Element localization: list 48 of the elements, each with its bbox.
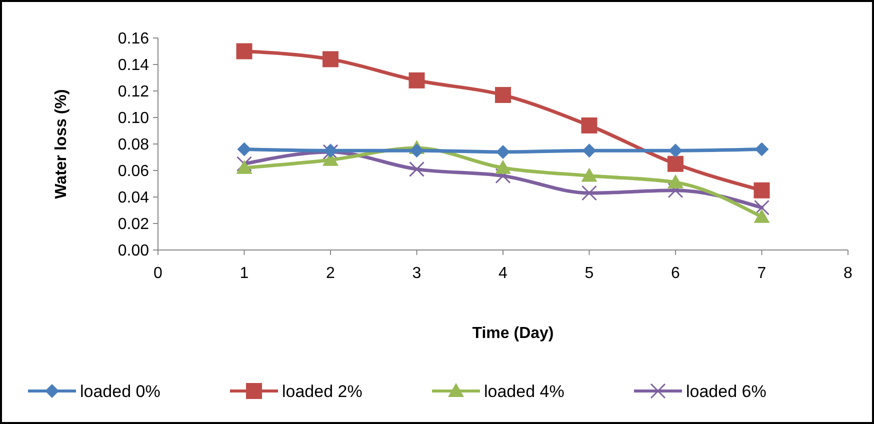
x-tick-label: 8 bbox=[844, 265, 853, 282]
x-tick-label: 2 bbox=[326, 265, 336, 282]
point bbox=[668, 144, 682, 158]
x-tick-label: 5 bbox=[584, 265, 594, 282]
x-tick-label: 0 bbox=[154, 265, 163, 282]
x-tick-label: 3 bbox=[412, 265, 422, 282]
point bbox=[409, 161, 424, 177]
legend-label: loaded 2% bbox=[282, 382, 362, 401]
point bbox=[754, 182, 770, 198]
point bbox=[410, 144, 424, 158]
point bbox=[495, 86, 511, 103]
y-tick-label: 0.02 bbox=[118, 216, 150, 234]
point bbox=[236, 156, 252, 172]
point bbox=[496, 144, 510, 159]
point bbox=[754, 200, 770, 216]
y-tick-label: 0.00 bbox=[118, 242, 150, 260]
y-tick-label: 0.12 bbox=[118, 84, 150, 101]
x-tick-label: 6 bbox=[671, 265, 680, 282]
y-tick-label: 0.04 bbox=[118, 190, 150, 207]
point bbox=[236, 160, 252, 174]
x-axis-title: Time (Day) bbox=[472, 325, 554, 342]
point bbox=[495, 168, 511, 184]
point bbox=[581, 117, 598, 134]
y-tick-label: 0.16 bbox=[118, 30, 150, 48]
x-tick-label: 7 bbox=[757, 265, 766, 282]
point bbox=[668, 156, 684, 172]
point bbox=[582, 185, 597, 201]
point bbox=[754, 208, 770, 223]
legend-label: loaded 6% bbox=[686, 382, 766, 401]
x-tick-label: 4 bbox=[498, 265, 508, 282]
y-tick-label: 0.08 bbox=[118, 136, 150, 154]
y-tick-label: 0.06 bbox=[118, 163, 150, 180]
point bbox=[237, 142, 252, 156]
y-tick-label: 0.10 bbox=[118, 110, 150, 128]
x-tick-label: 1 bbox=[240, 265, 249, 282]
point bbox=[408, 72, 425, 88]
point bbox=[581, 168, 598, 182]
legend-label: loaded 0% bbox=[80, 382, 160, 401]
point bbox=[668, 182, 684, 198]
point bbox=[582, 144, 596, 158]
point bbox=[754, 142, 769, 156]
legend-label: loaded 4% bbox=[484, 382, 564, 401]
point bbox=[495, 160, 511, 174]
y-tick-label: 0.14 bbox=[118, 57, 150, 74]
y-axis-title: Water loss (%) bbox=[53, 89, 70, 199]
point bbox=[668, 174, 684, 188]
point bbox=[322, 51, 338, 68]
point bbox=[236, 43, 252, 60]
